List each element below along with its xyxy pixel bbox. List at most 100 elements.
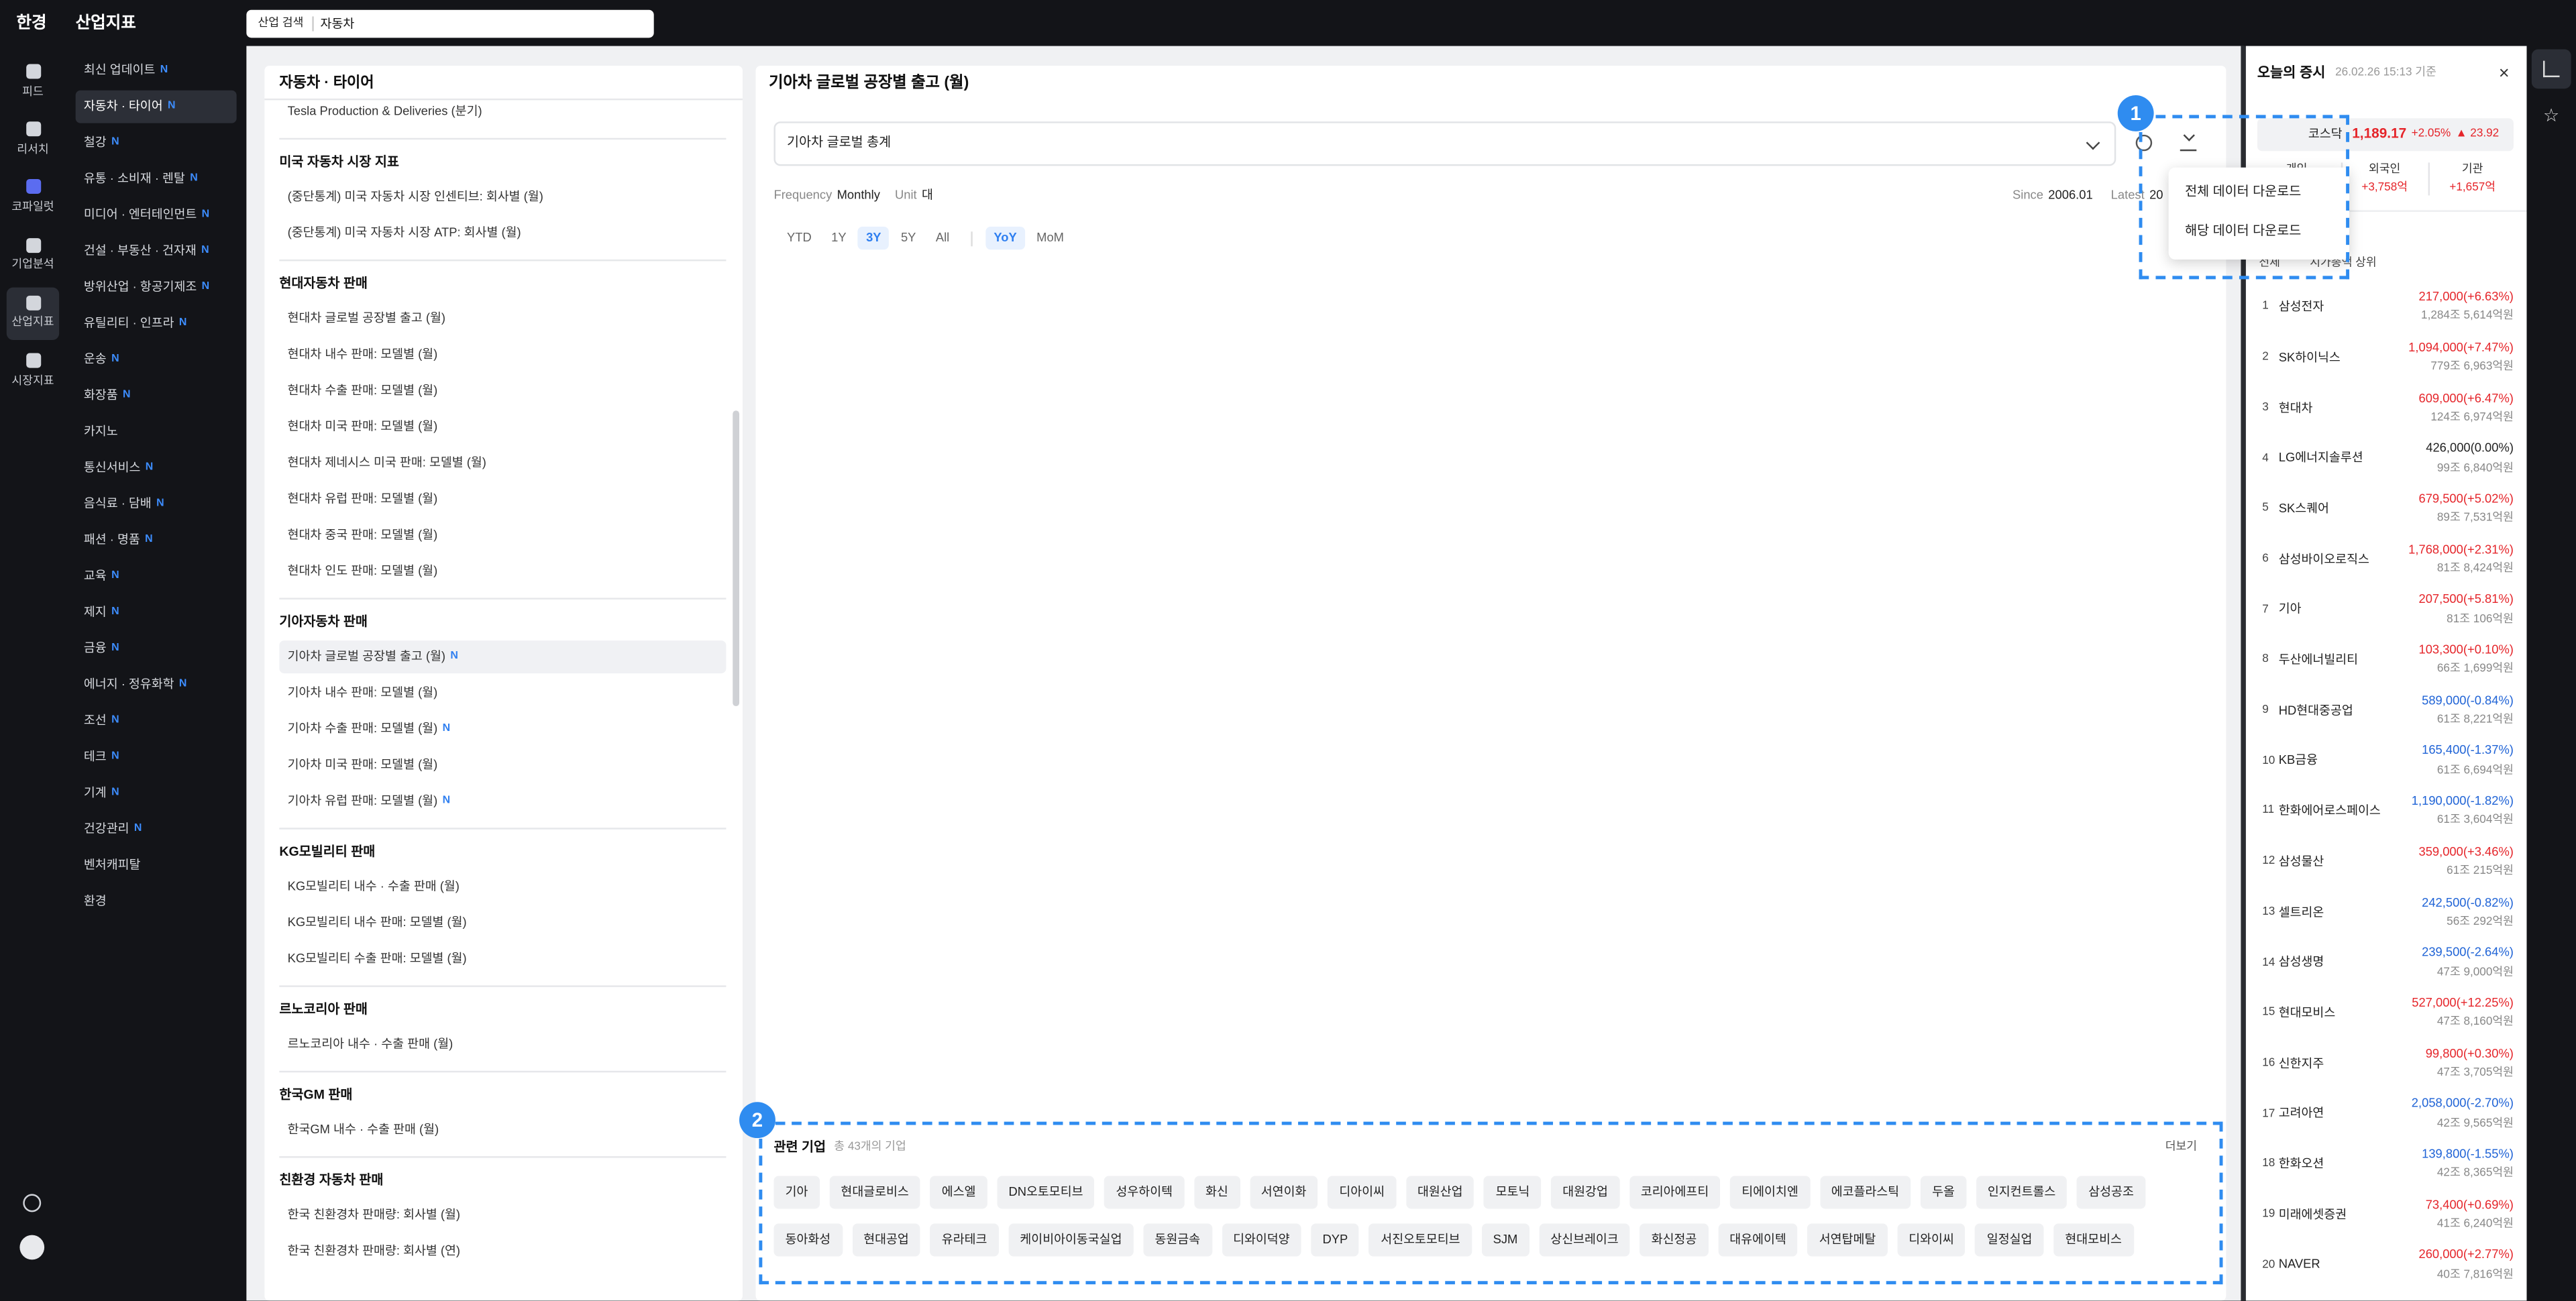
stock-name[interactable]: HD현대중공업 [2278,702,2353,718]
indicator-item[interactable]: 현대차 내수 판매: 모델별 (월) [288,347,438,363]
stock-name[interactable]: 두산에너빌리티 [2278,652,2359,667]
menu-item[interactable]: 유틸리티 · 인프라 N [84,316,186,332]
menu-item[interactable]: 유통 · 소비재 · 렌탈 N [84,171,198,187]
indicator-item[interactable]: 기아차 유럽 판매: 모델별 (월) N [288,793,451,809]
range-button[interactable]: 1Y [831,230,847,245]
company-chip[interactable]: 코리아에프티 [1629,1176,1721,1209]
nav-icon[interactable] [25,353,41,368]
download-option[interactable]: 해당 데이터 다운로드 [2185,223,2302,238]
company-chip[interactable]: 모토닉 [1484,1176,1542,1209]
menu-item[interactable]: 방위산업 · 항공기제조 N [84,280,209,296]
company-chip[interactable]: 대원강업 [1551,1176,1620,1209]
indicator-item[interactable]: 한국 친환경차 판매량: 회사별 (연) [288,1243,460,1259]
series-select-label[interactable]: 기아차 글로벌 총계 [787,135,892,150]
company-chip[interactable]: 동아화성 [773,1223,843,1257]
download-option[interactable]: 전체 데이터 다운로드 [2185,183,2302,199]
nav-label[interactable]: 산업지표 [11,317,54,329]
menu-item[interactable]: 건설 · 부동산 · 건자재 N [84,243,209,260]
company-chip[interactable]: 대원산업 [1405,1176,1474,1209]
stock-name[interactable]: 한화오션 [2278,1156,2324,1172]
indicator-item[interactable]: 한국GM 내수 · 수출 판매 (월) [288,1122,439,1138]
company-chip[interactable]: 에스엘 [930,1176,987,1209]
company-chip[interactable]: 일정실업 [1975,1223,2044,1257]
info-icon[interactable] [2135,134,2153,152]
menu-item[interactable]: 제지 N [84,605,119,621]
indicator-item[interactable]: 현대차 미국 판매: 모델별 (월) [288,419,438,435]
nav-icon[interactable] [25,121,41,137]
stock-name[interactable]: LG에너지솔루션 [2278,450,2363,465]
company-chip[interactable]: 화신 [1193,1176,1240,1209]
stock-name[interactable]: 한화에어로스페이스 [2278,803,2381,818]
menu-item[interactable]: 패션 · 명품 N [84,532,153,549]
company-chip[interactable]: 에코플라스틱 [1819,1176,1911,1209]
menu-item[interactable]: 조선 N [84,713,119,729]
company-chip[interactable]: 디아이씨 [1328,1176,1397,1209]
download-icon[interactable] [2180,135,2197,152]
stock-name[interactable]: 삼성물산 [2278,854,2324,869]
stock-name[interactable]: 기아 [2278,602,2302,617]
company-chip[interactable]: 대유에이텍 [1718,1223,1798,1257]
company-chip[interactable]: 화신정공 [1640,1223,1709,1257]
company-chip[interactable]: 삼성공조 [2077,1176,2146,1209]
rail-star-icon[interactable]: ☆ [2543,106,2560,127]
user-icon[interactable] [19,1235,45,1260]
company-chip[interactable]: 현대모비스 [2053,1223,2134,1257]
range-button[interactable]: All [935,230,950,245]
menu-item[interactable]: 운송 N [84,351,119,367]
menu-item[interactable]: 테크 N [84,749,119,765]
company-chip[interactable]: DYP [1311,1223,1360,1257]
company-chip[interactable]: 기아 [773,1176,820,1209]
indicator-item[interactable]: 기아차 수출 판매: 모델별 (월) N [288,721,451,737]
menu-item[interactable]: 기계 N [84,785,119,801]
company-chip[interactable]: SJM [1481,1223,1529,1257]
company-chip[interactable]: 디와이덕양 [1221,1223,1301,1257]
menu-item[interactable]: 미디어 · 엔터테인먼트 N [84,207,209,223]
nav-icon[interactable] [25,179,41,194]
range-button[interactable]: MoM [1036,230,1064,245]
company-chip[interactable]: 성우하이텍 [1104,1176,1185,1209]
menu-item[interactable]: 벤처캐피탈 [84,858,140,874]
indicator-item[interactable]: 현대차 중국 판매: 모델별 (월) [288,527,438,543]
company-chip[interactable]: 서연탑메탈 [1807,1223,1888,1257]
menu-item[interactable]: 음식료 · 담배 N [84,496,164,512]
indicator-item[interactable]: 한국 친환경차 판매량: 회사별 (월) [288,1207,460,1223]
menu-item[interactable]: 최신 업데이트 N [84,62,168,78]
indicator-item[interactable]: KG모빌리티 내수 · 수출 판매 (월) [288,879,460,895]
indicator-item[interactable]: 현대차 수출 판매: 모델별 (월) [288,383,438,399]
stock-name[interactable]: 삼성생명 [2278,954,2324,970]
range-button[interactable]: 5Y [900,230,916,245]
indicator-item[interactable]: 현대차 제네시스 미국 판매: 모델별 (월) [288,455,486,471]
stock-name[interactable]: SK하이닉스 [2278,349,2341,365]
indicator-item[interactable]: 르노코리아 내수 · 수출 판매 (월) [288,1037,453,1053]
menu-item[interactable]: 환경 [84,894,107,910]
indicator-item[interactable]: 기아차 내수 판매: 모델별 (월) [288,685,438,701]
company-chip[interactable]: 케이비아이동국실업 [1008,1223,1134,1257]
company-chip[interactable]: 디와이씨 [1897,1223,1966,1257]
menu-item[interactable]: 건강관리 N [84,822,142,838]
range-button[interactable]: 3Y [857,227,890,249]
stock-name[interactable]: KB금융 [2278,752,2318,768]
stock-name[interactable]: 고려아연 [2278,1105,2324,1121]
company-chip[interactable]: 티에이치엔 [1730,1176,1810,1209]
nav-icon[interactable] [25,237,41,253]
nav-label[interactable]: 코파일럿 [11,201,54,214]
company-chip[interactable]: 유라테크 [930,1223,999,1257]
company-chip[interactable]: 상신브레이크 [1539,1223,1630,1257]
stock-name[interactable]: NAVER [2278,1257,2320,1272]
nav-label[interactable]: 리서치 [17,144,49,156]
indicator-item[interactable]: 현대차 글로벌 공장별 출고 (월) [288,310,445,327]
stock-name[interactable]: 삼성바이오로직스 [2278,551,2369,566]
more-link[interactable]: 더보기 [2165,1142,2198,1154]
indicator-item[interactable]: 현대차 인도 판매: 모델별 (월) [288,563,438,579]
nav-label[interactable]: 시장지표 [11,375,54,387]
company-chip[interactable]: 동원금속 [1143,1223,1212,1257]
company-chip[interactable]: 두올 [1920,1176,1967,1209]
theme-icon[interactable] [23,1194,42,1212]
stock-name[interactable]: 삼성전자 [2278,299,2324,315]
nav-label[interactable]: 피드 [22,86,44,98]
stock-name[interactable]: 현대차 [2278,400,2313,415]
menu-item[interactable]: 교육 N [84,569,119,585]
nav-icon[interactable] [25,64,41,79]
search-scope[interactable]: 산업 검색 [258,17,304,30]
menu-item[interactable]: 자동차 · 타이어 N [84,99,176,115]
